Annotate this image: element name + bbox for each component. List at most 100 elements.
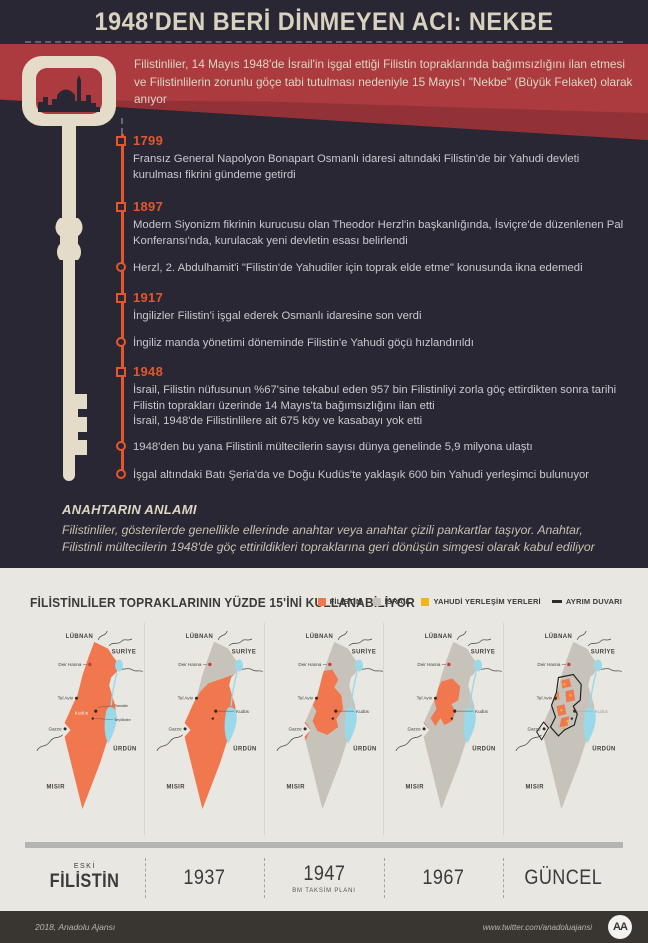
palestine-swatch-icon: [317, 597, 326, 606]
label-suriye: SURİYE: [232, 649, 256, 656]
timeline-event-1799: 1799 Fransız General Napolyon Bonapart Os…: [116, 133, 626, 183]
caption-y1937: 1937: [144, 850, 265, 906]
circle-marker-icon: [116, 441, 126, 451]
legend-label: İSRAİL: [384, 597, 411, 606]
label-misir: MISIR: [166, 784, 185, 790]
timeline-year: 1948: [133, 364, 164, 379]
aa-logo-icon: AA: [608, 915, 632, 939]
caption-main: FİLİSTİN: [49, 871, 120, 892]
caption-guncel: GÜNCEL: [503, 850, 623, 906]
israel-swatch-icon: [372, 597, 381, 606]
label-lubnan: LÜBNAN: [66, 633, 93, 640]
legend-item: İSRAİL: [372, 597, 411, 606]
label-kudus: Kudüs: [236, 709, 250, 714]
map-y1967: LÜBNAN SURİYE ÜRDÜN MISIR Deir Hanna Tel Aviv…: [395, 630, 503, 810]
key-icon: [22, 56, 116, 481]
timeline: 1799 Fransız General Napolyon Bonapart Os…: [110, 118, 632, 494]
timeline-event: İşgal altındaki Batı Şeria'da ve Doğu Ku…: [116, 468, 626, 484]
timeline-text: İsrail, Filistin nüfusunun %67'sine teka…: [133, 384, 617, 428]
timeline-text: İşgal altındaki Batı Şeria'da ve Doğu Ku…: [133, 469, 590, 481]
label-urdun: ÜRDÜN: [473, 746, 496, 753]
label-kudus: Kudüs: [595, 709, 609, 714]
header-dashed-divider: [25, 41, 623, 43]
caption-main: 1937: [183, 866, 226, 889]
label-gazze: Gazze: [168, 726, 182, 731]
timeline-line: [120, 134, 124, 476]
page-title: 1948'DEN BERİ DİNMEYEN ACI: NEKBE: [94, 8, 554, 36]
label-kudus: Kudüs: [356, 709, 370, 714]
legend-item: YAHUDİ YERLEŞİM YERLERİ: [421, 597, 541, 606]
timeline-text: Fransız General Napolyon Bonapart Osmanl…: [133, 153, 580, 181]
caption-y1967: 1967: [383, 850, 504, 906]
label-tel-aviv: Tel Aviv: [58, 696, 74, 701]
map-panel-eski: LÜBNAN SURİYE ÜRDÜN MISIR Deir Hanna Tel Aviv…: [25, 623, 144, 835]
maps-section: FİLİSTİNLİLER TOPRAKLARININ YÜZDE 15'İNİ…: [0, 568, 648, 911]
label-urdun: ÜRDÜN: [233, 746, 256, 753]
timeline-event: Herzl, 2. Abdulhamit'i "Filistin'de Yahu…: [116, 261, 626, 277]
timeline-text: İngilizler Filistin'i işgal ederek Osman…: [133, 310, 422, 322]
circle-marker-icon: [116, 469, 126, 479]
label-lubnan: LÜBNAN: [545, 633, 572, 640]
intro-paragraph: Filistinliler, 14 Mayıs 1948'de İsrail'i…: [134, 57, 633, 107]
label-gazze: Gazze: [288, 726, 302, 731]
caption-main: 1947: [303, 862, 345, 885]
timeline-text: 1948'den bu yana Filistinli mültecilerin…: [133, 441, 533, 453]
label-deir-hanna: Deir Hanna: [298, 662, 321, 667]
timeline-event-1897: 1897 Modern Siyonizm fikrinin kurucusu ol…: [116, 199, 626, 249]
label-deir-hanna: Deir Hanna: [178, 662, 201, 667]
label-gazze: Gazze: [408, 726, 422, 731]
timeline-text: Herzl, 2. Abdulhamit'i "Filistin'de Yahu…: [133, 262, 583, 274]
caption-eski: ESKİ FİLİSTİN: [25, 850, 145, 906]
wall-swatch-icon: [551, 600, 562, 603]
map-y1947: LÜBNAN SURİYE ÜRDÜN MISIR Deir Hanna Tel Aviv…: [276, 630, 383, 810]
caption-sub: BM TAKSİM PLANI: [292, 888, 356, 894]
label-urdun: ÜRDÜN: [353, 746, 376, 753]
label-gazze: Gazze: [528, 726, 542, 731]
timeline-year: 1897: [133, 199, 164, 214]
label-deir-hanna: Deir Hanna: [538, 662, 561, 667]
label-misir: MISIR: [46, 784, 65, 790]
legend-item: AYRIM DUVARI: [551, 597, 622, 606]
label-misir: MISIR: [526, 784, 545, 790]
label-deir-hanna: Deir Hanna: [58, 662, 81, 667]
label-kudus: Kudüs: [475, 709, 489, 714]
label-ramallah: Ramallah: [115, 704, 129, 708]
timeline-year: 1799: [133, 133, 164, 148]
timeline-dashed-start: [121, 118, 123, 134]
legend-item: FİLİSTİN: [317, 597, 362, 606]
label-suriye: SURİYE: [591, 649, 615, 656]
footer-twitter-url: www.twitter.com/anadoluajansi: [482, 923, 592, 932]
label-urdun: ÜRDÜN: [592, 746, 615, 753]
label-tel-aviv: Tel Aviv: [417, 696, 433, 701]
caption-y1947: 1947 BM TAKSİM PLANI: [264, 850, 384, 906]
timeline-event: İngiliz manda yönetimi döneminde Filisti…: [116, 336, 626, 352]
caption-row: ESKİ FİLİSTİN 1937 1947 BM TAKSİM PLANI 1967 G…: [25, 850, 623, 906]
label-lubnan: LÜBNAN: [186, 633, 213, 640]
map-panel-y1967: LÜBNAN SURİYE ÜRDÜN MISIR Deir Hanna Tel Aviv…: [383, 623, 503, 835]
label-tel-aviv: Tel Aviv: [297, 696, 313, 701]
map-panel-y1947: LÜBNAN SURİYE ÜRDÜN MISIR Deir Hanna Tel Aviv…: [263, 623, 384, 835]
circle-marker-icon: [116, 262, 126, 272]
map-panels: LÜBNAN SURİYE ÜRDÜN MISIR Deir Hanna Tel Aviv…: [25, 623, 623, 835]
label-suriye: SURİYE: [471, 649, 495, 656]
timeline-event-1948: 1948 İsrail, Filistin nüfusunun %67'sine …: [116, 364, 626, 430]
settlement-swatch-icon: [421, 597, 430, 606]
circle-marker-icon: [116, 337, 126, 347]
map-panel-guncel: LÜBNAN SURİYE ÜRDÜN MISIR Deir Hanna Tel Aviv…: [503, 623, 623, 835]
map-eski: LÜBNAN SURİYE ÜRDÜN MISIR Deir Hanna Tel Aviv…: [36, 630, 144, 810]
square-marker-icon: [116, 367, 126, 377]
label-lubnan: LÜBNAN: [305, 633, 332, 640]
footer-credit: 2018, Anadolu Ajansı: [35, 922, 116, 932]
label-misir: MISIR: [286, 784, 305, 790]
square-marker-icon: [116, 293, 126, 303]
caption-small: ESKİ: [73, 863, 96, 870]
label-tel-aviv: Tel Aviv: [177, 696, 193, 701]
timeline-year: 1917: [133, 290, 164, 305]
label-kudus: Kudüs: [75, 710, 89, 716]
label-tel-aviv: Tel Aviv: [537, 696, 553, 701]
legend: FİLİSTİN İSRAİL YAHUDİ YERLEŞİM YERLERİ AYR…: [317, 597, 622, 606]
label-lubnan: LÜBNAN: [425, 633, 452, 640]
square-marker-icon: [116, 202, 126, 212]
legend-label: FİLİSTİN: [329, 597, 362, 606]
